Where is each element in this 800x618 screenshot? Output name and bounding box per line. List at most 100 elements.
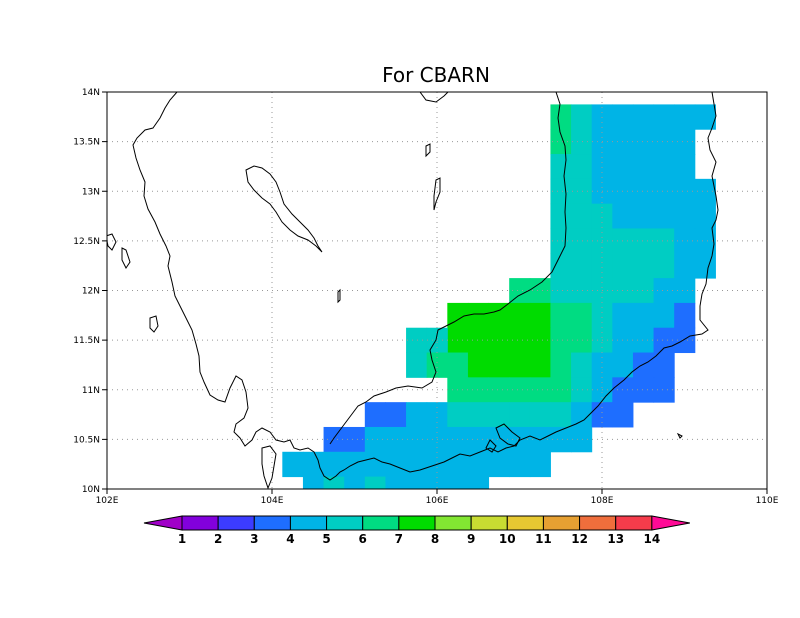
data-cell bbox=[674, 228, 696, 254]
data-cell bbox=[467, 476, 490, 489]
colorbar-label: 6 bbox=[359, 532, 367, 546]
data-cell bbox=[488, 426, 510, 453]
colorbar-swatch bbox=[289, 515, 328, 531]
y-tick-label: 10N bbox=[82, 485, 100, 495]
data-cell bbox=[550, 327, 572, 354]
data-cell bbox=[571, 129, 593, 155]
data-cell bbox=[591, 203, 613, 229]
y-tick-label: 12N bbox=[82, 287, 100, 297]
data-cell bbox=[550, 402, 572, 428]
data-cell bbox=[612, 402, 634, 428]
data-cell bbox=[571, 203, 593, 229]
gridlines bbox=[107, 92, 767, 489]
data-cell bbox=[591, 402, 613, 428]
data-cell bbox=[426, 402, 448, 428]
data-cell bbox=[653, 377, 675, 403]
data-cell bbox=[674, 129, 696, 155]
data-cell bbox=[632, 178, 655, 205]
data-cell bbox=[406, 426, 428, 453]
data-cell bbox=[447, 302, 469, 329]
island-phu-quoc bbox=[261, 445, 277, 489]
data-cell bbox=[385, 451, 407, 478]
colorbar-arrow-right bbox=[651, 515, 690, 531]
data-cell bbox=[674, 178, 696, 205]
data-cell bbox=[529, 402, 551, 428]
data-cell bbox=[612, 352, 634, 378]
data-cell bbox=[674, 203, 696, 229]
data-cell bbox=[344, 451, 366, 478]
colorbar-label: 4 bbox=[286, 532, 294, 546]
data-cell bbox=[653, 203, 675, 229]
data-cell bbox=[529, 278, 551, 304]
data-cell bbox=[653, 178, 675, 205]
island-koh-kong bbox=[149, 315, 159, 333]
colorbar-label: 8 bbox=[431, 532, 439, 546]
data-cell bbox=[467, 327, 490, 354]
data-cell bbox=[632, 253, 655, 279]
data-cell bbox=[591, 154, 613, 180]
data-cell bbox=[550, 352, 572, 378]
data-cell bbox=[571, 402, 593, 428]
data-cell bbox=[571, 327, 593, 354]
data-cell bbox=[509, 302, 531, 329]
island-small-5 bbox=[121, 247, 131, 269]
x-tick-label: 102E bbox=[96, 496, 119, 506]
data-cell bbox=[488, 327, 510, 354]
data-cell bbox=[632, 104, 655, 130]
data-cell bbox=[406, 352, 428, 378]
data-cell bbox=[467, 402, 490, 428]
data-cell bbox=[550, 104, 572, 130]
island-small-4 bbox=[107, 233, 117, 251]
data-cell bbox=[674, 302, 696, 329]
data-cell bbox=[571, 154, 593, 180]
y-tick-label: 13.5N bbox=[73, 138, 100, 148]
data-cell bbox=[653, 302, 675, 329]
colorbar-swatch bbox=[217, 515, 255, 531]
island-small-2 bbox=[433, 177, 441, 211]
data-cell bbox=[653, 228, 675, 254]
data-cell bbox=[550, 228, 572, 254]
data-cell bbox=[612, 104, 634, 130]
data-cell bbox=[426, 352, 448, 378]
data-cell bbox=[406, 402, 428, 428]
data-cell bbox=[488, 402, 510, 428]
chart-title: For CBARN bbox=[382, 63, 490, 87]
data-cell bbox=[694, 203, 716, 229]
data-cell bbox=[591, 302, 613, 329]
coastline-north bbox=[419, 92, 449, 103]
data-cell bbox=[385, 426, 407, 453]
y-tick-label: 11.5N bbox=[73, 336, 100, 346]
data-cell bbox=[529, 377, 551, 403]
data-cell bbox=[323, 451, 345, 478]
data-cell bbox=[550, 253, 572, 279]
data-cell bbox=[467, 352, 490, 378]
x-tick-label: 108E bbox=[591, 496, 614, 506]
data-cell bbox=[632, 203, 655, 229]
data-cell bbox=[612, 302, 634, 329]
colorbar-label: 5 bbox=[322, 532, 330, 546]
data-cell bbox=[282, 451, 304, 478]
data-cell bbox=[550, 178, 572, 205]
colorbar-swatch bbox=[398, 515, 436, 531]
colorbar-label: 3 bbox=[250, 532, 258, 546]
data-cell bbox=[674, 253, 696, 279]
data-cell bbox=[509, 278, 531, 304]
data-cell bbox=[550, 154, 572, 180]
data-cell bbox=[674, 154, 696, 180]
data-cell bbox=[694, 178, 716, 205]
colorbar-swatch bbox=[326, 515, 364, 531]
data-cell bbox=[509, 352, 531, 378]
x-tick-label: 104E bbox=[261, 496, 284, 506]
data-cell bbox=[302, 476, 325, 489]
data-cell bbox=[674, 327, 696, 354]
data-cell bbox=[550, 377, 572, 403]
y-tick-label: 12.5N bbox=[73, 237, 100, 247]
data-cell bbox=[344, 426, 366, 453]
data-cell bbox=[529, 352, 551, 378]
y-axis-labels: 10N 10.5N 11N 11.5N 12N 12.5N 13N 13.5N 14N bbox=[73, 88, 100, 495]
colorbar-label: 1 bbox=[178, 532, 186, 546]
colorbar-swatch bbox=[470, 515, 508, 531]
data-cell bbox=[632, 377, 655, 403]
data-cell bbox=[653, 327, 675, 354]
data-cell bbox=[364, 476, 386, 489]
